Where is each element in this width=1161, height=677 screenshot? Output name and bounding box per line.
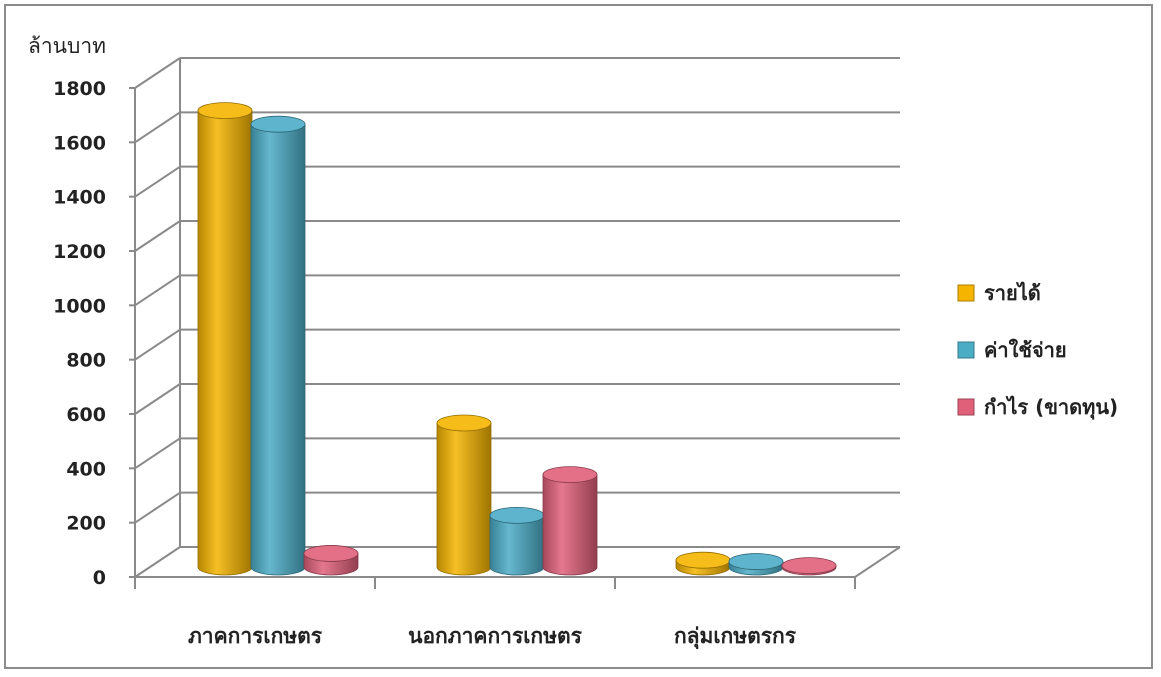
bar	[489, 506, 545, 576]
bar	[542, 466, 598, 576]
bar-top	[250, 115, 306, 133]
legend-label: กำไร (ขาดทุน)	[984, 395, 1118, 420]
bar-body	[250, 123, 306, 576]
bar-body	[197, 110, 253, 576]
bar-top	[542, 466, 598, 484]
side-gridline	[134, 383, 181, 415]
side-gridline	[134, 491, 181, 524]
side-gridline	[134, 165, 181, 198]
y-tick-label: 1800	[53, 78, 106, 100]
bar	[250, 115, 306, 576]
bar-top	[489, 506, 545, 524]
side-gridline	[134, 220, 181, 252]
category-label: กลุ่มเกษตรกร	[674, 624, 797, 650]
bar-top	[675, 551, 731, 569]
y-tick-label: 1400	[53, 187, 106, 209]
legend-label: ค่าใช้จ่าย	[984, 338, 1067, 362]
side-gridline	[134, 111, 181, 144]
side-gridline	[134, 437, 181, 470]
bar-top	[197, 102, 253, 119]
floor-edge	[854, 546, 901, 578]
category-label: นอกภาคการเกษตร	[408, 624, 583, 648]
y-tick-label: 1600	[53, 132, 106, 154]
bars	[197, 102, 837, 576]
y-tick-labels: 0 200 400 600 800 1000 1200 1400 1600 1800	[53, 78, 135, 589]
bar	[675, 551, 731, 576]
y-unit-label: ล้านบาท	[28, 34, 106, 58]
bar-top	[728, 553, 784, 570]
bar-body	[542, 474, 598, 576]
bar-top	[436, 414, 492, 432]
y-tick-label: 600	[66, 404, 106, 426]
category-labels: ภาคการเกษตร นอกภาคการเกษตร กลุ่มเกษตรกร	[188, 624, 797, 650]
bar-body	[436, 422, 492, 576]
y-tick-label: 200	[66, 513, 106, 535]
legend-swatch	[957, 284, 975, 302]
y-tick-label: 400	[66, 458, 106, 480]
legend-label: รายได้	[984, 281, 1041, 305]
bar-body	[489, 514, 545, 576]
bar	[303, 545, 359, 576]
bar-top	[781, 557, 837, 575]
legend: รายได้ค่าใช้จ่ายกำไร (ขาดทุน)	[957, 281, 1118, 420]
side-gridline	[134, 57, 181, 89]
bar	[197, 102, 253, 576]
y-tick-label: 1200	[53, 241, 106, 263]
y-tick-label: 1000	[53, 295, 106, 317]
chart-walls	[134, 58, 901, 589]
side-gridline	[134, 328, 181, 361]
bar	[436, 414, 492, 576]
bar	[728, 553, 784, 576]
legend-swatch	[957, 398, 975, 416]
bar-top	[303, 545, 359, 562]
bar	[781, 557, 837, 576]
category-label: ภาคการเกษตร	[188, 624, 323, 648]
side-gridline	[134, 546, 181, 578]
y-tick-label: 800	[66, 350, 106, 372]
y-tick-label: 0	[93, 567, 106, 589]
side-gridline	[134, 274, 181, 307]
legend-swatch	[957, 341, 975, 359]
